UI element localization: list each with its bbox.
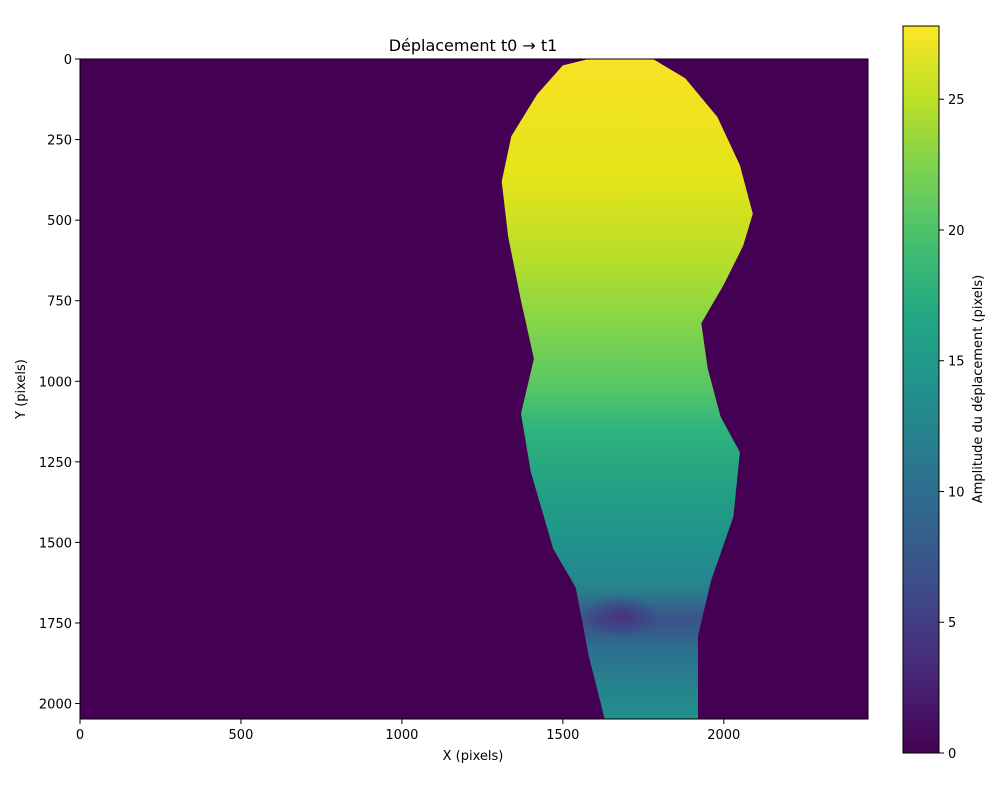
colorbar-tick-label: 15	[948, 355, 965, 370]
colorbar-tick-label: 0	[948, 747, 956, 762]
y-tick-label: 0	[64, 53, 72, 68]
y-tick-label: 500	[47, 214, 72, 229]
x-tick-label: 0	[76, 728, 84, 743]
y-tick-label: 1250	[39, 456, 72, 471]
x-tick-label: 500	[229, 728, 254, 743]
y-axis-label: Y (pixels)	[14, 359, 29, 420]
y-axis: 0 250 500 750 1000 1250 1500 1750 2000	[39, 53, 80, 713]
y-tick-label: 1500	[39, 536, 72, 551]
x-tick-label: 2000	[707, 728, 740, 743]
displacement-region	[501, 59, 753, 719]
x-tick-label: 1500	[546, 728, 579, 743]
heatmap-background	[80, 59, 868, 719]
plot-frame	[79, 58, 869, 720]
y-tick-label: 1000	[39, 375, 72, 390]
x-tick-label: 1000	[385, 728, 418, 743]
y-tick-label: 2000	[39, 698, 72, 713]
x-axis-label: X (pixels)	[443, 749, 504, 764]
y-tick-label: 1750	[39, 617, 72, 632]
colorbar-tick-label: 10	[948, 485, 965, 500]
colorbar-tick-label: 25	[948, 93, 965, 108]
low-displacement-spot	[580, 594, 661, 639]
y-tick-label: 750	[47, 295, 72, 310]
colorbar	[902, 25, 940, 754]
chart-title: Déplacement t0 → t1	[389, 36, 558, 55]
colorbar-tick-label: 20	[948, 224, 965, 239]
colorbar-axis: 0 5 10 15 20 25	[939, 93, 965, 762]
colorbar-label: Amplitude du déplacement (pixels)	[971, 275, 986, 503]
colorbar-tick-label: 5	[948, 616, 956, 631]
x-axis: 0 500 1000 1500 2000	[76, 719, 740, 743]
y-tick-label: 250	[47, 134, 72, 149]
